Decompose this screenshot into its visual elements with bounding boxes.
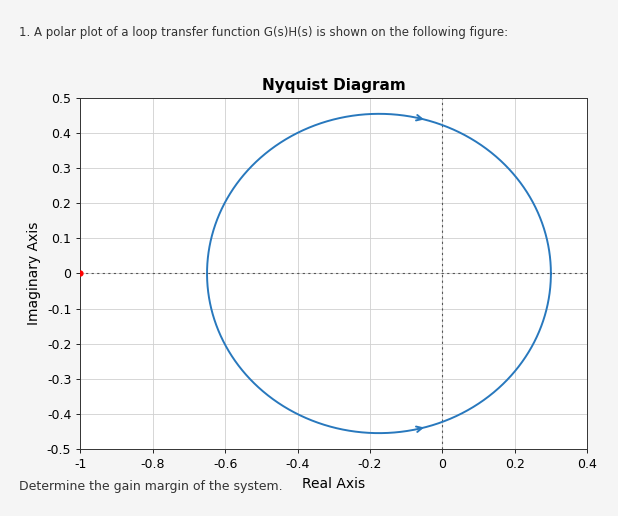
X-axis label: Real Axis: Real Axis (302, 476, 365, 491)
Title: Nyquist Diagram: Nyquist Diagram (262, 78, 405, 93)
Text: Determine the gain margin of the system.: Determine the gain margin of the system. (19, 480, 282, 493)
Y-axis label: Imaginary Axis: Imaginary Axis (27, 222, 41, 325)
Text: 1. A polar plot of a loop transfer function G(s)H(s) is shown on the following f: 1. A polar plot of a loop transfer funct… (19, 26, 507, 39)
